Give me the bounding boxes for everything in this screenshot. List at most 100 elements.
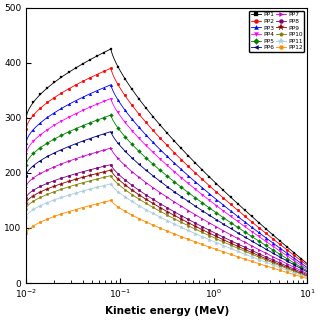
Line: PP5: PP5 xyxy=(25,114,309,272)
PP3 xyxy=(202,187,206,191)
PP5 xyxy=(202,202,206,206)
PP7 xyxy=(109,146,113,150)
PP2 xyxy=(229,203,233,207)
PP7 xyxy=(305,272,309,276)
Line: PP7: PP7 xyxy=(25,147,309,275)
PP4 xyxy=(136,136,140,140)
PP12 xyxy=(202,243,206,247)
PP6 xyxy=(136,162,140,165)
PP12 xyxy=(24,232,28,236)
PP5 xyxy=(229,221,233,225)
PP11 xyxy=(58,196,62,200)
PP10 xyxy=(305,275,309,278)
PP7 xyxy=(202,218,206,222)
PP7 xyxy=(24,185,28,188)
PP6 xyxy=(24,174,28,178)
PP2 xyxy=(109,66,113,70)
PP1 xyxy=(24,116,28,120)
PP12 xyxy=(58,212,62,216)
PP4 xyxy=(109,97,113,100)
Line: PP8: PP8 xyxy=(25,163,309,276)
PP2 xyxy=(116,84,120,87)
PP4 xyxy=(202,194,206,198)
PP3 xyxy=(58,107,62,111)
PP9 xyxy=(109,168,113,172)
PP6 xyxy=(305,270,309,274)
PP11 xyxy=(202,235,206,239)
PP4 xyxy=(305,267,309,271)
Line: PP12: PP12 xyxy=(25,199,309,280)
PP7 xyxy=(136,175,140,179)
PP8 xyxy=(229,239,233,243)
PP8 xyxy=(202,226,206,229)
PP10 xyxy=(229,244,233,247)
PP12 xyxy=(116,205,120,209)
PP5 xyxy=(58,134,62,138)
PP1 xyxy=(202,170,206,173)
PP12 xyxy=(109,198,113,202)
Line: PP10: PP10 xyxy=(25,174,309,278)
PP3 xyxy=(116,99,120,103)
PP10 xyxy=(24,207,28,211)
PP12 xyxy=(305,277,309,281)
Line: PP1: PP1 xyxy=(25,48,309,265)
PP1 xyxy=(136,96,140,100)
PP5 xyxy=(305,269,309,273)
PP3 xyxy=(136,124,140,128)
PP10 xyxy=(58,188,62,192)
Line: PP3: PP3 xyxy=(25,84,309,269)
PP2 xyxy=(228,202,232,205)
PP5 xyxy=(24,163,28,166)
PP9 xyxy=(228,241,232,244)
PP11 xyxy=(136,203,140,207)
PP5 xyxy=(116,127,120,131)
PP9 xyxy=(58,182,62,186)
PP9 xyxy=(116,178,120,181)
PP3 xyxy=(24,141,28,145)
PP5 xyxy=(109,113,113,117)
Line: PP9: PP9 xyxy=(24,168,309,278)
Line: PP6: PP6 xyxy=(25,130,309,273)
PP1 xyxy=(58,76,62,80)
PP1 xyxy=(228,195,232,198)
PP7 xyxy=(228,232,232,236)
PP10 xyxy=(202,231,206,235)
PP7 xyxy=(116,157,120,161)
PP2 xyxy=(58,92,62,96)
PP7 xyxy=(229,233,233,237)
PP12 xyxy=(228,252,232,256)
PP6 xyxy=(58,148,62,152)
PP11 xyxy=(229,247,233,251)
Line: PP11: PP11 xyxy=(24,182,309,280)
PP1 xyxy=(229,196,233,200)
PP11 xyxy=(116,190,120,194)
Line: PP2: PP2 xyxy=(25,67,309,267)
PP4 xyxy=(58,120,62,124)
PP5 xyxy=(136,149,140,153)
PP8 xyxy=(136,188,140,192)
PP4 xyxy=(229,215,233,219)
PP8 xyxy=(228,238,232,242)
PP9 xyxy=(202,228,206,232)
PP11 xyxy=(109,182,113,186)
PP2 xyxy=(202,179,206,183)
PP11 xyxy=(305,276,309,279)
PP3 xyxy=(229,210,233,213)
PP11 xyxy=(228,246,232,250)
PP6 xyxy=(116,142,120,146)
PP1 xyxy=(109,47,113,51)
PP10 xyxy=(109,174,113,178)
PP5 xyxy=(228,220,232,224)
PP8 xyxy=(24,196,28,200)
PP7 xyxy=(58,163,62,166)
PP9 xyxy=(229,241,233,245)
PP8 xyxy=(58,177,62,180)
PP10 xyxy=(228,243,232,247)
PP2 xyxy=(305,263,309,267)
PP3 xyxy=(305,266,309,269)
PP1 xyxy=(116,66,120,70)
PP6 xyxy=(229,227,233,231)
PP9 xyxy=(136,192,140,196)
PP6 xyxy=(202,210,206,213)
PP6 xyxy=(109,130,113,133)
